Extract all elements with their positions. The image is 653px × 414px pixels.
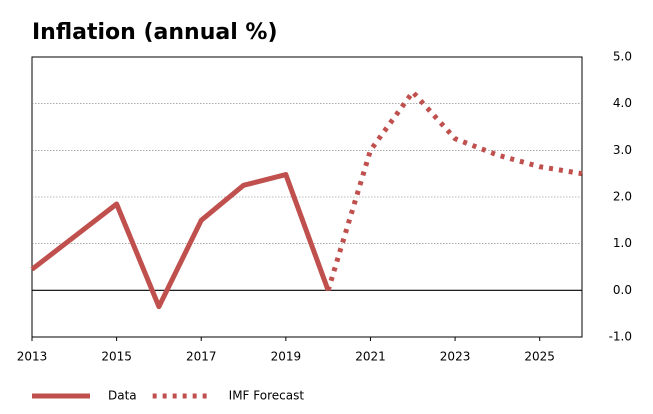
x-tick-label: 2013 (17, 350, 48, 364)
x-tick-label: 2023 (440, 350, 471, 364)
y-tick-label: 4.0 (613, 96, 632, 110)
y-tick-label: 1.0 (613, 236, 632, 250)
x-tick-label: 2017 (186, 350, 217, 364)
y-tick-label: 2.0 (613, 190, 632, 204)
series-line (30, 172, 331, 310)
y-tick-label: 3.0 (613, 143, 632, 157)
x-tick-label: 2021 (355, 350, 386, 364)
chart-title: Inflation (annual %) (32, 20, 278, 45)
legend-label: Data (108, 389, 137, 403)
series-line (325, 89, 583, 292)
y-tick-label: 5.0 (613, 50, 632, 64)
x-tick-label: 2019 (271, 350, 302, 364)
x-tick-label: 2015 (101, 350, 132, 364)
x-tick-label: 2025 (524, 350, 555, 364)
legend-label: IMF Forecast (229, 389, 305, 403)
y-tick-label: -1.0 (609, 330, 632, 344)
y-tick-label: 0.0 (613, 283, 632, 297)
